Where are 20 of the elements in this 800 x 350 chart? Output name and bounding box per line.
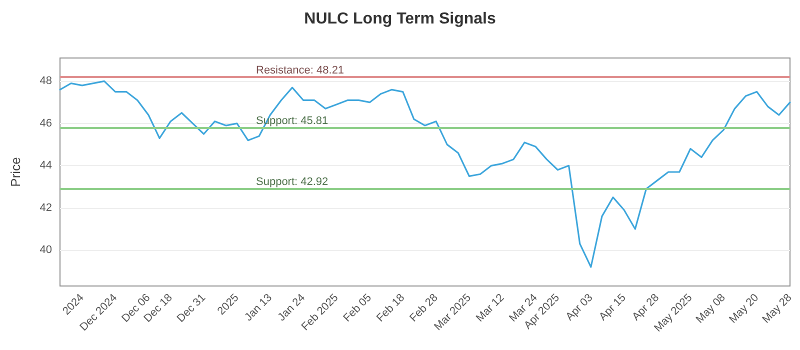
x-tick-label: Feb 18 — [374, 292, 408, 324]
y-tick-label: 42 — [40, 202, 52, 214]
x-tick-label: Mar 12 — [474, 292, 507, 324]
ref-line-label: Resistance: 48.21 — [256, 64, 344, 76]
x-tick-label: Apr 03 — [564, 292, 596, 324]
y-axis-title: Price — [8, 157, 23, 187]
x-tick-label: Feb 05 — [341, 292, 374, 324]
y-tick-label: 44 — [40, 160, 52, 172]
y-tick-label: 48 — [40, 75, 52, 88]
x-tick-label: Dec 31 — [174, 292, 208, 325]
y-tick-label: 40 — [40, 244, 52, 256]
ref-line-label: Support: 42.92 — [256, 176, 328, 188]
x-tick-label: Jan 13 — [242, 292, 274, 324]
line-series — [59, 80, 791, 268]
x-tick-label: May 20 — [727, 292, 762, 326]
x-tick-label: Apr 15 — [596, 292, 628, 324]
x-tick-label: May 28 — [760, 292, 794, 326]
y-tick-label: 46 — [40, 117, 52, 130]
chart-title: NULC Long Term Signals — [304, 10, 496, 28]
x-tick-label: May 08 — [694, 292, 728, 326]
